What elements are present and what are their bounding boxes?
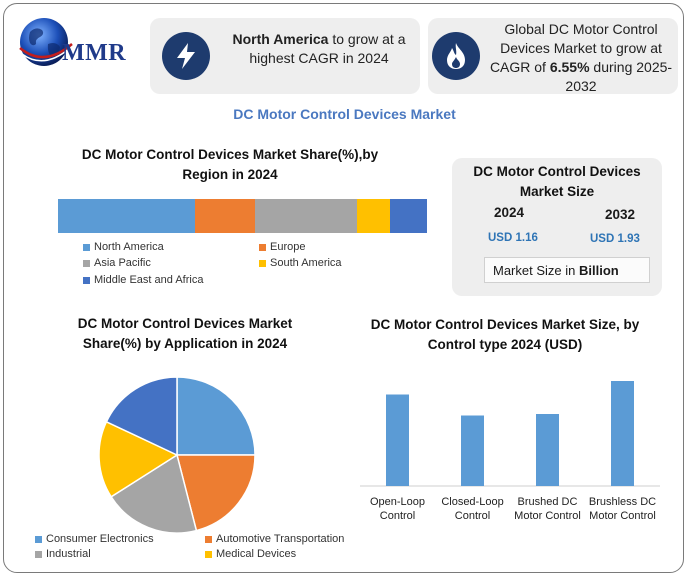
control-title-line1: DC Motor Control Devices Market Size, by	[370, 317, 640, 332]
application-legend-item-medical-devices: Medical Devices	[205, 548, 296, 560]
region-bar-segment-europe	[194, 199, 256, 233]
region-legend-item-asia-pacific: Asia Pacific	[83, 257, 151, 269]
legend-label: Asia Pacific	[94, 257, 151, 269]
region-legend-item-south-america: South America	[259, 257, 342, 269]
growth-line4: 2032	[565, 78, 597, 94]
flame-icon	[432, 32, 480, 80]
region-bar-segment-middle-east-and-africa	[390, 199, 427, 233]
year-2032: 2032	[605, 207, 636, 222]
legend-swatch	[35, 535, 42, 543]
region-title-line2: Region in 2024	[182, 167, 278, 182]
region-stacked-bar	[58, 199, 427, 233]
legend-label: Industrial	[46, 548, 91, 560]
mmr-logo: MMR	[16, 14, 128, 78]
pie-slice-medical-devices	[98, 420, 179, 498]
legend-label: South America	[270, 257, 342, 269]
market-size-title: DC Motor Control Devices Market Size	[452, 162, 662, 202]
region-bar-segment-north-america	[58, 199, 195, 233]
bar-closed-loop-control	[461, 415, 484, 486]
legend-swatch	[259, 259, 266, 267]
region-bar-segment-south-america	[356, 199, 391, 233]
market-size-unit-note: Market Size in Billion	[484, 257, 650, 283]
region-chart-title: DC Motor Control Devices Market Share(%)…	[60, 145, 400, 185]
market-size-title-line2: Market Size	[519, 184, 595, 199]
application-title-line1: DC Motor Control Devices Market	[77, 316, 293, 331]
global-growth-card: Global DC Motor Control Devices Market t…	[428, 18, 678, 94]
legend-label: Medical Devices	[216, 548, 297, 560]
legend-label: Middle East and Africa	[94, 274, 204, 286]
control-type-bar-chart	[360, 381, 660, 487]
x-tick-label-closed-loop-control: Closed-Loop Control	[441, 496, 504, 522]
legend-swatch	[83, 276, 90, 284]
region-bar-segment-asia-pacific	[255, 199, 357, 233]
legend-label: Europe	[270, 241, 306, 253]
region-legend-item-europe: Europe	[259, 241, 305, 253]
legend-label: Consumer Electronics	[46, 533, 154, 545]
north-america-bold: North America	[232, 31, 329, 47]
legend-swatch	[83, 259, 90, 267]
application-legend-item-industrial: Industrial	[35, 548, 91, 560]
region-title-line1: DC Motor Control Devices Market Share(%)…	[81, 147, 379, 162]
legend-label: Automotive Transportation	[216, 533, 345, 545]
legend-swatch	[259, 243, 266, 251]
main-title: DC Motor Control Devices Market	[233, 106, 456, 122]
bar-open-loop-control	[386, 394, 409, 486]
pie-slice-automotive-transportation	[176, 454, 256, 532]
growth-cagr-value: 6.55%	[549, 59, 590, 75]
north-america-text: North America to grow at a highest CAGR …	[224, 30, 414, 68]
application-legend-item-automotive-transportation: Automotive Transportation	[205, 533, 344, 545]
application-chart-title: DC Motor Control Devices Market Share(%)…	[40, 314, 330, 354]
bar-brushless-dc-motor-control	[611, 381, 634, 486]
legend-label: North America	[94, 241, 164, 253]
growth-line3-post: during 2025-	[589, 59, 673, 75]
value-2024: USD 1.16	[488, 232, 538, 244]
legend-swatch	[205, 535, 212, 543]
unit-note-bold: Billion	[578, 263, 619, 278]
control-title-line2: Control type 2024 (USD)	[427, 337, 583, 352]
application-title-line2: Share(%) by Application in 2024	[82, 336, 288, 351]
region-legend-item-middle-east-and-africa: Middle East and Africa	[83, 274, 203, 286]
x-tick-label-open-loop-control: Open-Loop Control	[369, 496, 426, 522]
legend-swatch	[83, 243, 90, 251]
north-america-line1: to grow at a	[328, 31, 406, 47]
global-growth-text: Global DC Motor Control Devices Market t…	[486, 20, 676, 96]
lightning-bolt-icon	[162, 32, 210, 80]
x-tick-label-brushless-dc-motor-control: Brushless DC Motor Control	[588, 496, 657, 522]
growth-line1: Global DC Motor Control	[504, 21, 658, 37]
unit-note-pre: Market Size in	[493, 263, 579, 278]
bar-brushed-dc-motor-control	[536, 414, 559, 486]
application-pie-chart	[98, 376, 256, 534]
value-2032: USD 1.93	[590, 233, 640, 245]
north-america-card: North America to grow at a highest CAGR …	[150, 18, 420, 94]
legend-swatch	[35, 550, 42, 558]
north-america-line2: highest CAGR in 2024	[249, 50, 389, 66]
market-size-title-line1: DC Motor Control Devices	[473, 164, 641, 179]
globe-icon	[19, 18, 73, 66]
pie-slice-others	[105, 376, 178, 457]
pie-slice-industrial	[110, 453, 198, 534]
control-chart-title: DC Motor Control Devices Market Size, by…	[340, 315, 670, 355]
legend-swatch	[205, 550, 212, 558]
growth-line3-pre: CAGR of	[489, 59, 550, 75]
growth-line2: Devices Market to grow at	[500, 40, 662, 56]
logo-text: MMR	[62, 40, 127, 66]
region-legend-item-north-america: North America	[83, 241, 164, 253]
year-2024: 2024	[494, 205, 525, 220]
application-legend-item-consumer-electronics: Consumer Electronics	[35, 533, 154, 545]
pie-slice-consumer-electronics	[176, 376, 256, 456]
market-size-card: DC Motor Control Devices Market Size 202…	[452, 158, 662, 296]
x-tick-label-brushed-dc-motor-control: Brushed DC Motor Control	[514, 496, 581, 522]
